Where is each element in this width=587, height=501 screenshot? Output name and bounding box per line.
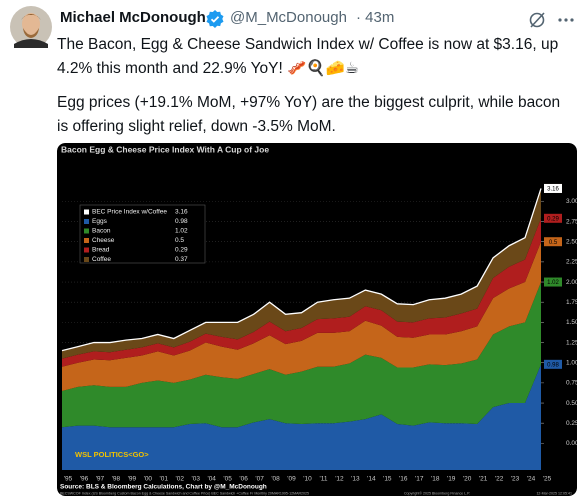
x-tick-label: '00	[144, 476, 153, 483]
source: Source: BLS & Bloomberg Calculations, Ch…	[60, 484, 267, 491]
y-tick-label: 2.00	[566, 279, 577, 286]
author-handle[interactable]: @M_McDonough	[230, 9, 347, 26]
x-tick-label: '15	[383, 476, 392, 483]
legend-label: Bacon	[92, 228, 111, 235]
index-line	[61, 188, 542, 352]
x-tick-label: '21	[479, 476, 488, 483]
legend-label: Eggs	[92, 218, 108, 225]
grok-icon[interactable]	[528, 11, 546, 29]
legend-value: 0.5	[175, 237, 184, 244]
x-tick-label: '16	[399, 476, 408, 483]
tweet-text: The Bacon, Egg & Cheese Sandwich Index w…	[57, 36, 559, 77]
x-tick-label: '98	[112, 476, 121, 483]
x-tick-label: '01	[160, 476, 169, 483]
chart[interactable]: Bacon Egg & Cheese Price Index With A Cu…	[57, 143, 577, 496]
x-tick-label: '97	[96, 476, 105, 483]
x-tick-label: '19	[447, 476, 456, 483]
banner: WSL POLITICS<GO>	[75, 450, 149, 459]
y-tick-label: 0.25	[566, 420, 577, 427]
y-tick-label: 0.00	[566, 440, 577, 447]
area-series	[62, 218, 541, 367]
y-tick-label: 2.25	[566, 259, 577, 266]
x-tick-label: '25	[543, 476, 552, 483]
value-tag	[544, 359, 562, 369]
area-series	[62, 364, 541, 470]
legend-label: Bread	[92, 247, 110, 254]
value-tag	[544, 213, 562, 223]
x-tick-label: '99	[128, 476, 137, 483]
legend-swatch	[84, 209, 89, 215]
legend-label: Cheese	[92, 237, 115, 244]
x-tick-label: '06	[239, 476, 248, 483]
timestamp[interactable]: · 43m	[356, 9, 395, 26]
value-tag-label: 0.98	[547, 362, 559, 368]
legend-swatch	[84, 219, 89, 224]
legend	[79, 204, 206, 264]
legend-swatch	[84, 247, 89, 253]
x-tick-label: '03	[191, 476, 200, 483]
y-tick-label: 1.50	[566, 319, 577, 326]
x-tick-label: '11	[319, 476, 327, 483]
value-tag	[544, 237, 562, 247]
footer: 12-Mar-2025 12:05:41	[536, 491, 572, 495]
verified-badge	[206, 10, 224, 28]
legend-value: 0.29	[175, 247, 188, 254]
legend-value: 0.98	[175, 218, 188, 225]
author-name[interactable]: Michael McDonough	[60, 9, 206, 26]
y-tick-label: 1.00	[566, 359, 577, 366]
value-tag-label: 0.29	[547, 216, 559, 222]
x-tick-label: '14	[367, 476, 376, 483]
x-tick-label: '05	[223, 476, 232, 483]
legend-value: 0.37	[175, 256, 188, 263]
y-tick-label: 2.75	[566, 218, 577, 225]
area-series	[62, 282, 541, 428]
x-tick-label: '95	[64, 476, 73, 483]
y-tick-label: 0.50	[566, 400, 577, 407]
x-tick-label: '20	[463, 476, 472, 483]
legend-swatch	[84, 228, 89, 234]
legend-label: BEC Price Index w/Coffee	[92, 209, 167, 216]
legend-label: Coffee	[92, 256, 111, 263]
y-tick-label: 1.25	[566, 339, 577, 346]
x-tick-label: '22	[495, 476, 504, 483]
x-tick-label: '10	[303, 476, 312, 483]
value-tag	[544, 183, 562, 193]
legend-swatch	[84, 257, 89, 262]
x-tick-label: '08	[271, 476, 280, 483]
x-tick-label: '12	[335, 476, 344, 483]
x-tick-label: '13	[351, 476, 360, 483]
x-tick-label: '02	[176, 476, 185, 483]
y-tick-label: 0.75	[566, 380, 577, 387]
value-tag	[544, 277, 562, 287]
footer: Copyright© 2025 Bloomberg Finance L.P.	[404, 491, 470, 495]
value-tag-label: 1.02	[547, 280, 559, 286]
legend-value: 1.02	[175, 228, 188, 235]
x-tick-label: '18	[431, 476, 440, 483]
legend-value: 3.16	[175, 209, 188, 216]
area-series	[62, 188, 541, 359]
more-icon[interactable]	[556, 11, 576, 29]
tweet-text: Egg prices (+19.1% MoM, +97% YoY) are th…	[57, 94, 561, 135]
value-tag-label: 3.16	[547, 187, 559, 193]
y-tick-label: 2.50	[566, 238, 577, 245]
y-tick-label: 3.00	[566, 198, 577, 205]
x-tick-label: '04	[207, 476, 216, 483]
x-tick-label: '07	[255, 476, 264, 483]
x-tick-label: '96	[80, 476, 89, 483]
x-tick-label: '09	[287, 476, 296, 483]
x-tick-label: '24	[527, 476, 536, 483]
value-tag-label: 0.5	[549, 240, 558, 246]
x-tick-label: '23	[511, 476, 520, 483]
avatar[interactable]	[10, 6, 52, 48]
legend-swatch	[84, 238, 89, 243]
y-tick-label: 1.75	[566, 299, 577, 306]
footer: BECSWCOF Index (US Bloomberg Custom Baco…	[60, 491, 309, 495]
chart-title: Bacon Egg & Cheese Price Index With A Cu…	[61, 144, 269, 154]
area-series	[62, 241, 541, 391]
x-tick-label: '17	[415, 476, 424, 483]
